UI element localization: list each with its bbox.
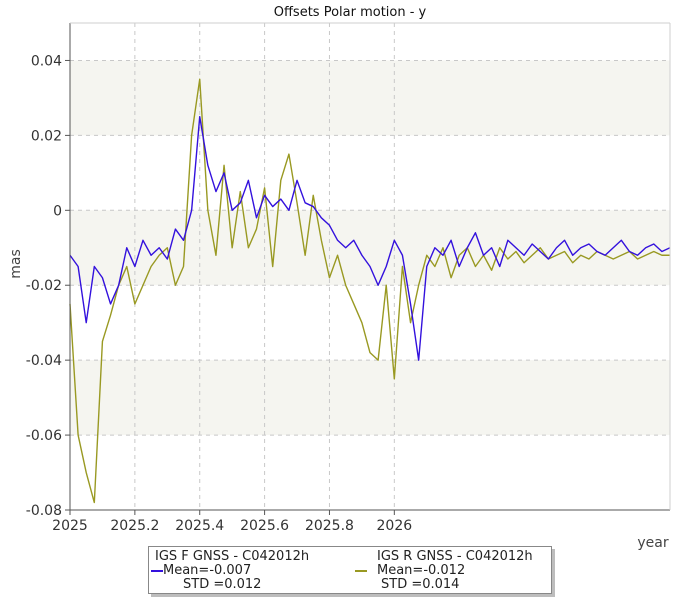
- plot-axes: [69, 22, 671, 511]
- x-axis-label: year: [637, 535, 668, 551]
- legend-std-f: STD =0.012: [183, 577, 262, 592]
- y-tick-label-4: 0: [53, 203, 62, 219]
- y-tick-label-1: -0.06: [26, 428, 62, 444]
- x-tick-label-1: 2025.2: [110, 518, 159, 534]
- shade-band-2: [70, 360, 670, 436]
- legend: IGS F GNSS - C042012h Mean=-0.007 STD =0…: [148, 546, 552, 594]
- x-tick-label-4: 2025.8: [305, 518, 354, 534]
- y-axis-ticks: -0.08 -0.06 -0.04 -0.02 0 0.02 0.04: [26, 53, 70, 519]
- x-tick-label-2: 2025.4: [175, 518, 224, 534]
- series-line-0: [69, 115, 671, 361]
- chart-title: Offsets Polar motion - y: [274, 5, 427, 20]
- x-tick-label-5: 2026: [377, 518, 413, 534]
- legend-name-f: IGS F GNSS - C042012h: [155, 549, 310, 564]
- legend-swatch-r: [355, 570, 367, 572]
- plot-background-bands: [70, 23, 670, 510]
- y-tick-label-2: -0.04: [26, 353, 62, 369]
- y-tick-label-3: -0.02: [26, 278, 62, 294]
- x-tick-label-3: 2025.6: [240, 518, 289, 534]
- y-tick-label-6: 0.04: [31, 53, 62, 69]
- x-axis-ticks: 2025 2025.2 2025.4 2025.6 2025.8 2026: [52, 510, 412, 534]
- legend-swatch-f: [151, 570, 163, 572]
- x-tick-label-0: 2025: [52, 518, 88, 534]
- series-line-1: [69, 78, 670, 504]
- shade-band-0: [70, 60, 670, 136]
- data-series: [69, 78, 671, 504]
- y-tick-label-5: 0.02: [31, 128, 62, 144]
- legend-name-r: IGS R GNSS - C042012h: [377, 549, 533, 564]
- legend-mean-r: Mean=-0.012: [377, 563, 466, 578]
- y-tick-label-0: -0.08: [26, 503, 62, 519]
- legend-mean-f: Mean=-0.007: [163, 563, 252, 578]
- y-axis-label: mas: [8, 249, 24, 279]
- legend-std-r: STD =0.014: [381, 577, 460, 592]
